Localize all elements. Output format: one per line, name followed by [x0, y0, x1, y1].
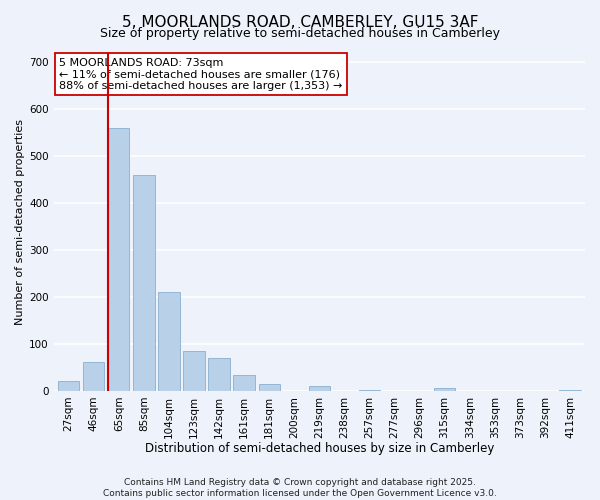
Bar	[108, 128, 130, 391]
Bar	[359, 390, 380, 391]
Text: Contains HM Land Registry data © Crown copyright and database right 2025.
Contai: Contains HM Land Registry data © Crown c…	[103, 478, 497, 498]
Bar	[434, 388, 455, 391]
Bar	[259, 384, 280, 391]
Bar	[58, 382, 79, 391]
Bar	[158, 292, 179, 391]
Bar	[184, 351, 205, 391]
Text: 5 MOORLANDS ROAD: 73sqm
← 11% of semi-detached houses are smaller (176)
88% of s: 5 MOORLANDS ROAD: 73sqm ← 11% of semi-de…	[59, 58, 343, 91]
Text: Size of property relative to semi-detached houses in Camberley: Size of property relative to semi-detach…	[100, 28, 500, 40]
Bar	[208, 358, 230, 391]
Bar	[308, 386, 330, 391]
Bar	[559, 390, 581, 391]
X-axis label: Distribution of semi-detached houses by size in Camberley: Distribution of semi-detached houses by …	[145, 442, 494, 455]
Y-axis label: Number of semi-detached properties: Number of semi-detached properties	[15, 118, 25, 324]
Bar	[133, 174, 155, 391]
Bar	[83, 362, 104, 391]
Text: 5, MOORLANDS ROAD, CAMBERLEY, GU15 3AF: 5, MOORLANDS ROAD, CAMBERLEY, GU15 3AF	[122, 15, 478, 30]
Bar	[233, 376, 255, 391]
